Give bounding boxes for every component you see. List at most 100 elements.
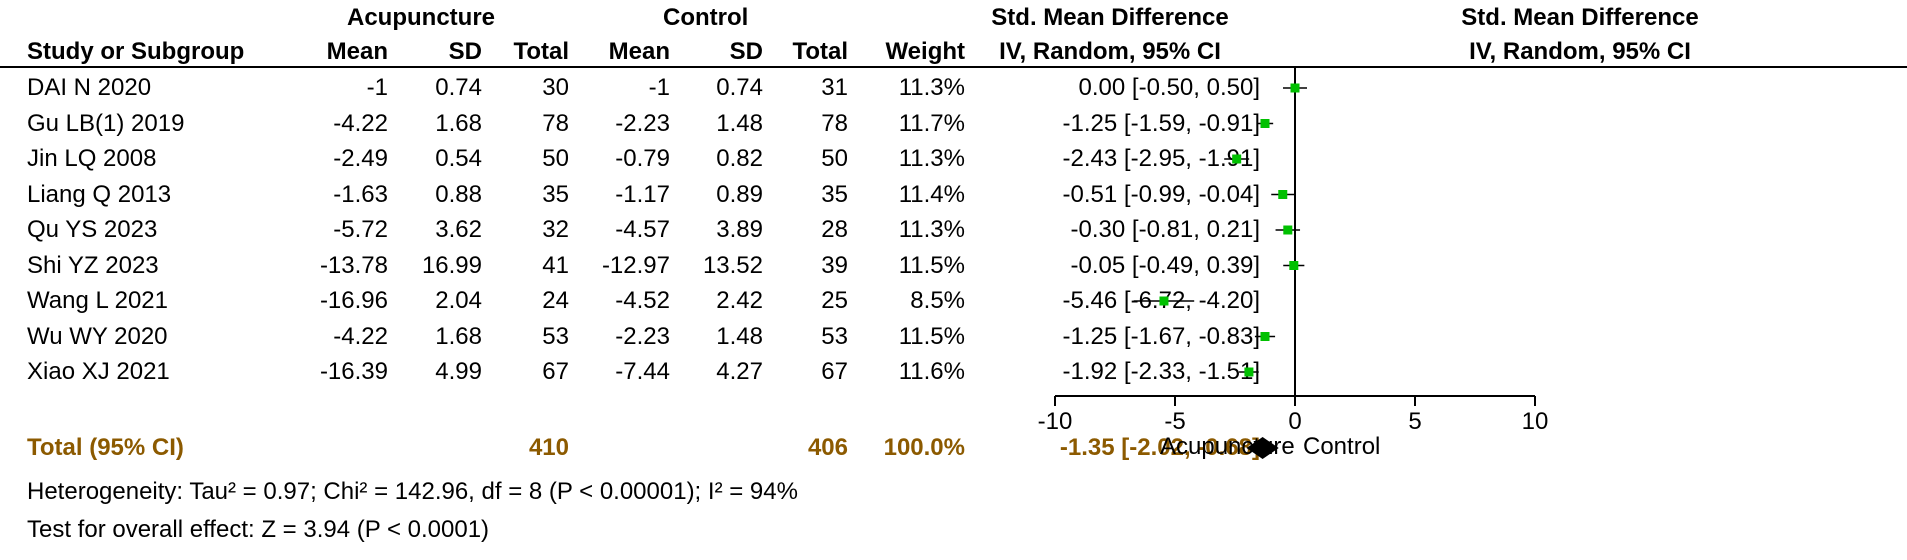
study-cell-n2: 78 bbox=[821, 109, 848, 137]
study-cell-m1: -16.39 bbox=[319, 358, 388, 385]
study-cell-weight: 11.3% bbox=[898, 216, 965, 243]
study-point bbox=[1290, 83, 1300, 93]
study-cell-ci: -0.30 [-0.81, 0.21] bbox=[1070, 216, 1260, 243]
pooled-diamond bbox=[1246, 437, 1279, 459]
study-cell-m2: -12.97 bbox=[601, 251, 670, 279]
study-cell-weight: 11.5% bbox=[898, 251, 965, 279]
study-cell-sd2: 0.74 bbox=[716, 74, 763, 101]
heterogeneity-text: Heterogeneity: Tau² = 0.97; Chi² = 142.9… bbox=[27, 478, 798, 505]
group2-header: Control bbox=[663, 4, 749, 31]
study-cell-weight: 11.6% bbox=[898, 358, 965, 385]
total-n2: 406 bbox=[807, 434, 848, 461]
study-point bbox=[1260, 332, 1270, 341]
study-cell-sd1: 4.99 bbox=[435, 358, 482, 385]
study-cell-name: Shi YZ 2023 bbox=[27, 251, 159, 279]
study-cell-weight: 11.3% bbox=[898, 74, 965, 101]
study-cell-n1: 32 bbox=[542, 216, 569, 243]
study-cell-m2: -4.57 bbox=[615, 216, 670, 243]
study-cell-sd2: 2.42 bbox=[716, 287, 763, 314]
weight-header: Weight bbox=[885, 38, 965, 65]
study-cell-m1: -1.63 bbox=[333, 180, 388, 208]
study-column-header: Study or Subgroup bbox=[27, 38, 245, 65]
study-cell-weight: 11.5% bbox=[898, 322, 965, 350]
study-point bbox=[1232, 154, 1242, 164]
study-cell-n2: 50 bbox=[821, 145, 848, 172]
study-point bbox=[1289, 261, 1299, 270]
study-point bbox=[1260, 119, 1270, 128]
x-tick-label: 0 bbox=[1288, 408, 1301, 435]
sd1-header: SD bbox=[448, 38, 482, 65]
study-cell-sd1: 0.54 bbox=[435, 145, 482, 172]
total-weight: 100.0% bbox=[883, 434, 965, 461]
plot-method: IV, Random, 95% CI bbox=[1469, 38, 1691, 65]
x-tick-label: 10 bbox=[1522, 408, 1549, 435]
study-cell-m2: -0.79 bbox=[615, 145, 670, 172]
mean2-header: Mean bbox=[608, 38, 670, 65]
study-cell-sd1: 2.04 bbox=[435, 287, 482, 314]
study-cell-sd2: 0.82 bbox=[716, 145, 763, 172]
plot-title: Std. Mean Difference bbox=[1461, 4, 1699, 31]
total-n1: 410 bbox=[528, 434, 569, 461]
study-cell-n2: 53 bbox=[821, 322, 848, 350]
study-cell-m1: -5.72 bbox=[333, 216, 388, 243]
total-label: Total (95% CI) bbox=[27, 434, 184, 461]
total-ci: -1.35 [-2.02, -0.68] bbox=[1059, 434, 1260, 461]
study-cell-name: DAI N 2020 bbox=[27, 74, 152, 101]
study-point bbox=[1278, 190, 1288, 199]
study-cell-m2: -7.44 bbox=[615, 358, 670, 385]
study-cell-sd2: 1.48 bbox=[716, 109, 763, 137]
study-cell-weight: 8.5% bbox=[910, 287, 965, 314]
study-cell-ci: -0.51 [-0.99, -0.04] bbox=[1062, 180, 1260, 208]
overall-effect-text: Test for overall effect: Z = 3.94 (P < 0… bbox=[27, 516, 490, 543]
study-cell-m2: -1 bbox=[648, 74, 670, 101]
group1-header: Acupuncture bbox=[347, 4, 496, 31]
study-cell-n1: 35 bbox=[542, 180, 569, 208]
study-cell-name: Wang L 2021 bbox=[27, 287, 168, 314]
study-cell-m2: -4.52 bbox=[615, 287, 670, 314]
sd2-header: SD bbox=[729, 38, 763, 65]
study-cell-sd2: 0.89 bbox=[716, 180, 763, 208]
study-cell-weight: 11.3% bbox=[898, 145, 965, 172]
study-cell-m2: -2.23 bbox=[615, 322, 670, 350]
study-cell-n1: 50 bbox=[542, 145, 569, 172]
study-cell-sd2: 1.48 bbox=[716, 322, 763, 350]
study-cell-n1: 78 bbox=[542, 109, 569, 137]
effect-header: Std. Mean Difference bbox=[991, 4, 1229, 31]
study-cell-sd2: 3.89 bbox=[716, 216, 763, 243]
study-cell-n2: 35 bbox=[821, 180, 848, 208]
study-cell-name: Xiao XJ 2021 bbox=[27, 358, 170, 385]
total1-header: Total bbox=[513, 38, 569, 65]
method-header: IV, Random, 95% CI bbox=[999, 38, 1221, 65]
x-tick-label: -5 bbox=[1164, 408, 1185, 435]
study-cell-m1: -1 bbox=[366, 74, 388, 101]
study-cell-n2: 39 bbox=[821, 251, 848, 279]
study-cell-m1: -2.49 bbox=[333, 145, 388, 172]
study-cell-n2: 31 bbox=[821, 74, 848, 101]
study-cell-m1: -4.22 bbox=[333, 109, 388, 137]
study-cell-sd2: 4.27 bbox=[716, 358, 763, 385]
study-cell-name: Wu WY 2020 bbox=[27, 322, 168, 350]
study-cell-weight: 11.7% bbox=[898, 109, 965, 137]
study-cell-n1: 30 bbox=[542, 74, 569, 101]
study-cell-name: Gu LB(1) 2019 bbox=[27, 109, 185, 137]
study-cell-n1: 41 bbox=[542, 251, 569, 279]
study-cell-sd1: 1.68 bbox=[435, 322, 482, 350]
study-cell-m1: -13.78 bbox=[319, 251, 388, 279]
x-tick-label: 5 bbox=[1408, 408, 1421, 435]
study-cell-sd1: 16.99 bbox=[421, 251, 482, 279]
study-cell-name: Jin LQ 2008 bbox=[27, 145, 157, 172]
study-cell-sd1: 1.68 bbox=[435, 109, 482, 137]
study-cell-m1: -16.96 bbox=[319, 287, 388, 314]
study-cell-name: Liang Q 2013 bbox=[27, 180, 172, 208]
x-tick-label: -10 bbox=[1038, 408, 1073, 435]
study-cell-m2: -1.17 bbox=[615, 180, 670, 208]
study-cell-sd1: 3.62 bbox=[435, 216, 482, 243]
study-point bbox=[1159, 296, 1169, 306]
study-cell-sd1: 0.74 bbox=[435, 74, 482, 101]
study-cell-ci: 0.00 [-0.50, 0.50] bbox=[1078, 74, 1260, 101]
header-rule bbox=[0, 66, 1907, 68]
study-cell-ci: -1.25 [-1.67, -0.83] bbox=[1062, 322, 1260, 350]
x-label-right: Control bbox=[1303, 433, 1380, 460]
study-cell-ci: -0.05 [-0.49, 0.39] bbox=[1070, 251, 1260, 279]
